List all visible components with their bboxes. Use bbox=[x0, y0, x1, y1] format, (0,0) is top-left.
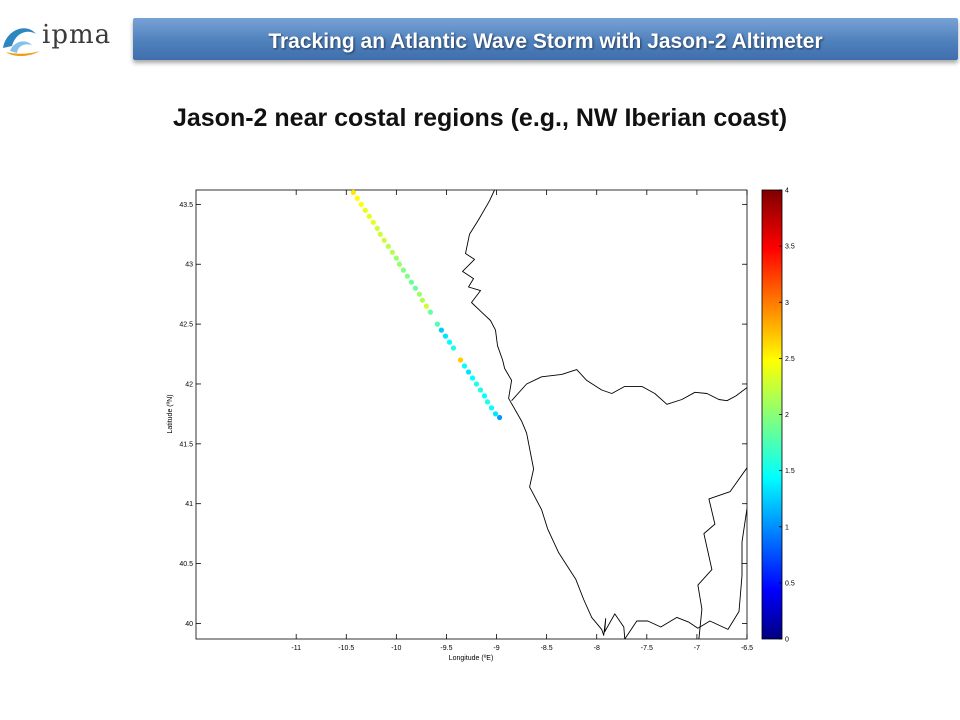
track-point bbox=[450, 345, 457, 351]
track-point bbox=[461, 363, 468, 369]
track-point bbox=[412, 285, 418, 291]
track-point bbox=[473, 381, 480, 387]
y-tick-label: 41.5 bbox=[179, 441, 193, 448]
coastline bbox=[462, 190, 747, 639]
y-axis-label: Latitude (ºN) bbox=[167, 394, 174, 433]
track-point bbox=[481, 393, 488, 399]
x-tick-label: -6.5 bbox=[741, 645, 753, 652]
x-axis-label: Longitude (ºE) bbox=[449, 655, 494, 662]
colorbar-tick-label: 3.5 bbox=[785, 244, 795, 251]
track-point bbox=[396, 261, 402, 267]
track-point bbox=[354, 195, 360, 201]
track-point bbox=[389, 249, 395, 255]
track-point bbox=[385, 243, 391, 249]
colorbar-tick-label: 2.5 bbox=[785, 356, 795, 363]
track-point bbox=[381, 237, 387, 243]
x-tick-label: -10 bbox=[391, 645, 401, 652]
track-point bbox=[400, 267, 406, 273]
track-point bbox=[350, 189, 356, 195]
colorbar-tick-label: 1 bbox=[785, 524, 789, 531]
track-point bbox=[416, 291, 422, 297]
track-point bbox=[423, 303, 429, 309]
slide-subtitle: Jason-2 near costal regions (e.g., NW Ib… bbox=[172, 104, 788, 132]
track-point bbox=[465, 369, 472, 375]
track-point bbox=[469, 375, 476, 381]
colorbar-ticks: 0 0.5 1 1.5 2 2.5 3 3.5 4 bbox=[779, 188, 795, 644]
colorbar-tick-label: 0 bbox=[785, 637, 789, 644]
colorbar-tick-label: 0.5 bbox=[785, 580, 795, 587]
y-tick-label: 40.5 bbox=[179, 561, 193, 568]
x-tick-label: -8.5 bbox=[541, 645, 553, 652]
ipma-wave-icon bbox=[3, 28, 40, 57]
x-tick-label: -9 bbox=[493, 645, 499, 652]
border-line bbox=[511, 369, 747, 405]
track-point bbox=[358, 201, 364, 207]
y-tick-label: 42 bbox=[185, 381, 193, 388]
track-point bbox=[484, 399, 491, 405]
axis-layer: -11 -10.5 -10 -9.5 -9 -8.5 -8 -7.5 -7 -6.5 40 40.5 4… bbox=[179, 190, 753, 652]
track-point bbox=[488, 405, 495, 411]
track-point bbox=[477, 387, 484, 393]
ipma-logo: ipma bbox=[0, 14, 140, 62]
x-tick-label: -10.5 bbox=[338, 645, 354, 652]
border-line-south bbox=[697, 467, 747, 639]
colorbar-tick-label: 1.5 bbox=[785, 468, 795, 475]
track-point bbox=[393, 255, 399, 261]
track-point bbox=[492, 411, 499, 417]
track-point bbox=[434, 321, 440, 327]
track-point bbox=[446, 339, 453, 345]
colorbar-tick-label: 4 bbox=[785, 188, 789, 195]
track-layer bbox=[350, 189, 503, 421]
x-tick-label: -8 bbox=[594, 645, 600, 652]
y-tick-label: 43.5 bbox=[179, 202, 193, 209]
x-tick-label: -9.5 bbox=[440, 645, 452, 652]
track-point bbox=[362, 207, 368, 213]
track-point bbox=[370, 219, 376, 225]
y-tick-label: 41 bbox=[185, 501, 193, 508]
track-point bbox=[374, 225, 380, 231]
map-plot-area bbox=[195, 189, 748, 640]
track-point bbox=[366, 213, 372, 219]
y-tick-label: 42.5 bbox=[179, 322, 193, 329]
x-tick-label: -7 bbox=[694, 645, 700, 652]
track-point bbox=[377, 231, 383, 237]
slide-banner-title: Tracking an Atlantic Wave Storm with Jas… bbox=[133, 18, 958, 60]
map-layer bbox=[462, 190, 747, 639]
track-point bbox=[457, 357, 464, 363]
track-point bbox=[419, 297, 425, 303]
logo-text: ipma bbox=[42, 20, 112, 50]
track-point bbox=[404, 273, 410, 279]
track-point bbox=[442, 333, 449, 339]
colorbar-tick-label: 3 bbox=[785, 300, 789, 307]
track-point bbox=[438, 327, 444, 333]
track-point bbox=[497, 414, 503, 421]
y-tick-label: 40 bbox=[185, 621, 193, 628]
y-tick-label: 43 bbox=[185, 262, 193, 269]
track-point bbox=[427, 309, 433, 315]
x-tick-label: -7.5 bbox=[641, 645, 653, 652]
colorbar-tick-label: 2 bbox=[785, 412, 789, 419]
track-point bbox=[408, 279, 414, 285]
x-tick-label: -11 bbox=[291, 645, 301, 652]
